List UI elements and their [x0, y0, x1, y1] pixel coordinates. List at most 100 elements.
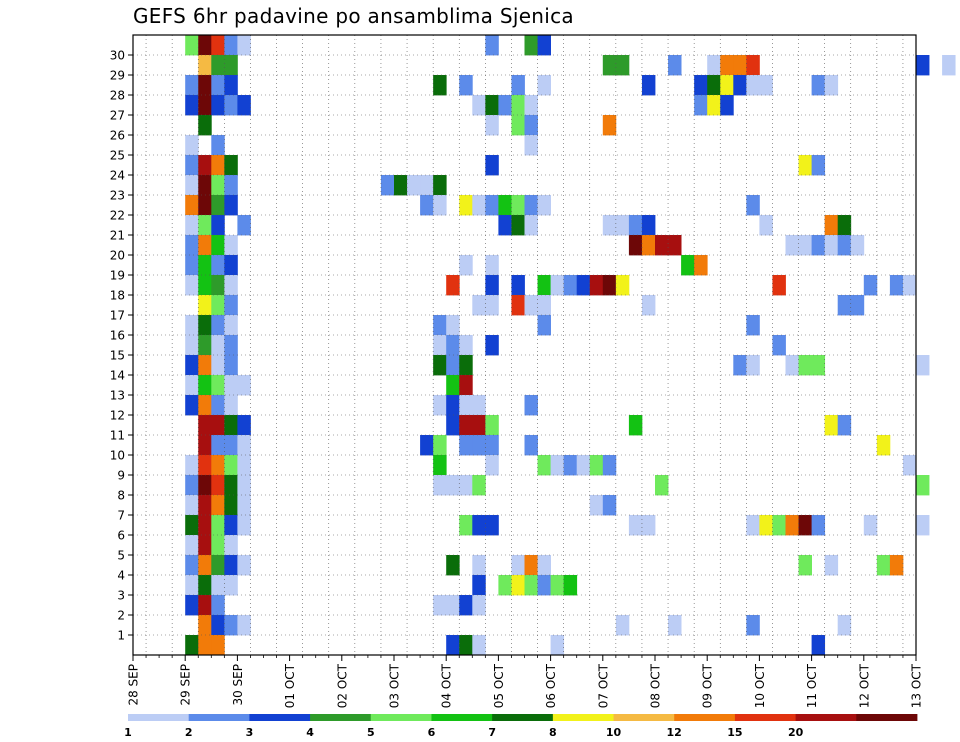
heatmap-cell [185, 215, 199, 236]
heatmap-cell [237, 375, 251, 396]
heatmap-cell [185, 95, 199, 116]
heatmap-cell [485, 295, 499, 316]
colorbar-label: 10 [606, 726, 622, 739]
heatmap-cell [224, 555, 238, 576]
heatmap-cell [681, 255, 695, 276]
heatmap-cell [185, 355, 199, 376]
heatmap-cell [211, 515, 225, 536]
colorbar-label: 8 [549, 726, 557, 739]
y-tick-label: 5 [117, 549, 125, 563]
heatmap-cell [433, 355, 447, 376]
heatmap-cell [211, 35, 225, 56]
heatmap-cell [472, 575, 486, 596]
colorbar-label: 6 [428, 726, 436, 739]
x-tick-label: 07 OCT [596, 663, 610, 708]
chart-title: GEFS 6hr padavine po ansamblima Sjenica [133, 4, 574, 28]
heatmap-cell [185, 515, 199, 536]
heatmap-cell [628, 215, 643, 236]
heatmap-cell [459, 75, 473, 96]
heatmap-cell [459, 195, 473, 216]
heatmap-cell [472, 555, 486, 576]
heatmap-cell [185, 595, 199, 616]
heatmap-cell [772, 515, 786, 536]
heatmap-cell [668, 615, 682, 636]
heatmap-cell [433, 595, 447, 616]
heatmap-cell [472, 295, 486, 316]
heatmap-cell [211, 575, 225, 596]
heatmap-cell [211, 615, 225, 636]
heatmap-cell [185, 175, 199, 196]
colorbar-label: 4 [306, 726, 314, 739]
heatmap-cell [224, 275, 238, 296]
heatmap-cell [237, 35, 251, 56]
heatmap-cell [211, 315, 225, 336]
y-tick-label: 20 [110, 249, 125, 263]
heatmap-cell [446, 635, 460, 656]
heatmap-cell [811, 635, 826, 656]
x-tick-label: 05 OCT [492, 663, 506, 708]
heatmap-cell [511, 215, 525, 236]
heatmap-cell [224, 295, 238, 316]
y-tick-label: 25 [110, 149, 125, 163]
heatmap-cell [876, 435, 891, 456]
heatmap-cell [459, 515, 473, 536]
heatmap-cell [446, 275, 460, 296]
heatmap-cell [198, 535, 212, 556]
heatmap-cell [224, 195, 238, 216]
heatmap-cell [198, 115, 212, 136]
heatmap-cell [811, 355, 826, 376]
heatmap-cell [224, 255, 238, 276]
heatmap-cell [459, 375, 473, 396]
heatmap-cell [746, 355, 760, 376]
colorbar-swatch [249, 714, 311, 721]
heatmap-cell [472, 595, 486, 616]
heatmap-cell [655, 235, 669, 256]
heatmap-cell [198, 495, 212, 516]
y-tick-label: 29 [110, 69, 125, 83]
heatmap-cell [824, 75, 839, 96]
heatmap-cell [524, 575, 538, 596]
grid-lines [133, 35, 916, 655]
heatmap-cell [485, 415, 499, 436]
heatmap-cell [185, 155, 199, 176]
heatmap-cell [198, 255, 212, 276]
heatmap-cell [198, 575, 212, 596]
heatmap-cell [224, 55, 238, 76]
heatmap-cell [550, 575, 565, 596]
x-tick-label: 30 SEP [231, 664, 245, 706]
heatmap-cell [446, 315, 460, 336]
y-tick-label: 16 [110, 329, 125, 343]
heatmap-cell [485, 275, 499, 296]
heatmap-cell [472, 395, 486, 416]
heatmap-cell [224, 375, 238, 396]
heatmap-cell [211, 415, 225, 436]
heatmap-cell [824, 215, 839, 236]
heatmap-cell [185, 635, 199, 656]
heatmap-cell [472, 415, 486, 436]
heatmap-cell [224, 155, 238, 176]
heatmap-cell [459, 595, 473, 616]
heatmap-cell [628, 235, 643, 256]
heatmap-cell [198, 215, 212, 236]
heatmap-cell [837, 415, 852, 436]
x-tick-label: 08 OCT [649, 663, 663, 708]
heatmap-cell [707, 55, 721, 76]
heatmap-cell [537, 275, 551, 296]
heatmap-cell [407, 175, 421, 196]
heatmap-cell [511, 115, 525, 136]
y-tick-label: 14 [110, 369, 125, 383]
heatmap-cell [668, 235, 682, 256]
heatmap-cell [185, 275, 199, 296]
heatmap-cell [563, 575, 578, 596]
heatmap-cell [485, 255, 499, 276]
heatmap-cell [641, 515, 656, 536]
colorbar-swatch [613, 714, 675, 721]
heatmap-cell [485, 95, 499, 116]
heatmap-cell [198, 435, 212, 456]
heatmap-cell [498, 95, 512, 116]
heatmap-cell [602, 275, 617, 296]
heatmap-cell [733, 355, 747, 376]
heatmap-cell [446, 375, 460, 396]
heatmap-cell [224, 235, 238, 256]
colorbar-swatch [370, 714, 432, 721]
